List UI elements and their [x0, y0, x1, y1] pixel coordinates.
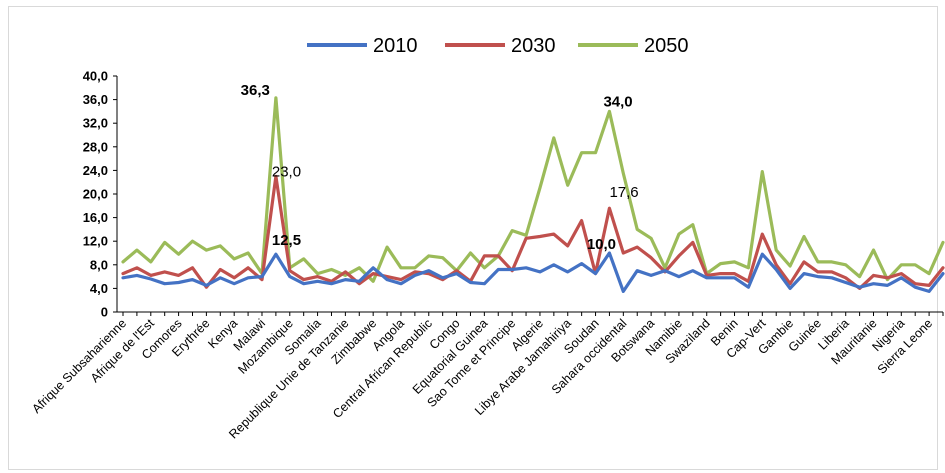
y-tick-label: 12,0	[83, 234, 108, 249]
y-tick-label: 24,0	[83, 163, 108, 178]
legend-label-2010: 2010	[373, 35, 418, 57]
y-tick-label: 0	[101, 305, 108, 320]
y-tick-label: 40,0	[83, 69, 108, 84]
data-label: 23,0	[272, 163, 301, 180]
y-tick-label: 8,0	[90, 257, 108, 272]
series-line-2030	[121, 174, 945, 290]
legend-label-2030: 2030	[511, 35, 556, 57]
y-tick-label: 20,0	[83, 187, 108, 202]
legend: 2010 2030 2050	[307, 35, 689, 57]
y-axis: 0 4,0 8,0 12,0 16,0 20,0 24,0 28,0 32,0 36,0 40,0	[83, 69, 118, 320]
y-tick-label: 16,0	[83, 210, 108, 225]
data-label: 12,5	[272, 232, 301, 249]
data-label: 34,0	[603, 93, 632, 110]
data-annotations: 36,3 23,0 12,5 34,0 17,6 10,0	[241, 82, 639, 253]
data-label: 10,0	[587, 236, 616, 253]
legend-label-2050: 2050	[644, 35, 689, 57]
data-label: 17,6	[609, 184, 638, 201]
chart-frame	[8, 6, 938, 470]
series-line-2010	[121, 251, 945, 293]
series-lines	[121, 96, 945, 293]
y-tick-label: 32,0	[83, 116, 108, 131]
y-tick-label: 28,0	[83, 139, 108, 154]
data-label: 36,3	[241, 82, 270, 99]
y-tick-label: 36,0	[83, 92, 108, 107]
series-line-2050	[121, 96, 945, 283]
y-tick-label: 4,0	[90, 281, 108, 296]
